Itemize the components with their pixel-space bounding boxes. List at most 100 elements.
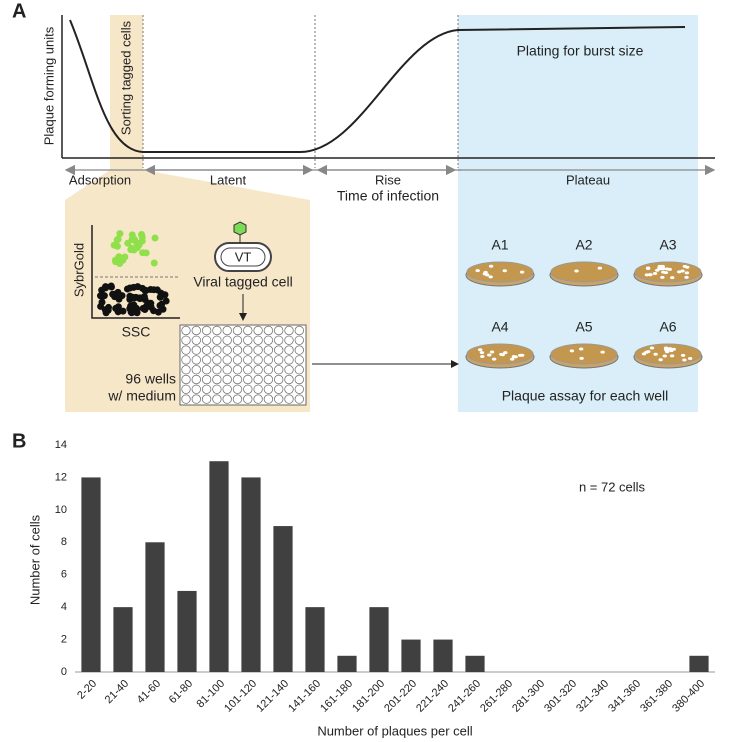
green-dot <box>128 231 136 239</box>
bar <box>81 477 101 672</box>
plaque <box>660 264 665 268</box>
panel-label: B <box>12 430 26 452</box>
plaque <box>680 353 686 357</box>
bar <box>241 477 261 672</box>
x-tick-label: 121-140 <box>254 678 291 715</box>
well <box>274 394 284 404</box>
well <box>294 325 305 336</box>
plaque <box>682 264 688 268</box>
bar <box>145 542 165 672</box>
growth-curve <box>69 19 686 153</box>
bar <box>305 607 325 672</box>
black-dot <box>142 287 150 295</box>
black-dot <box>109 290 117 298</box>
well <box>263 355 274 365</box>
well <box>253 384 263 395</box>
plaque <box>653 352 658 356</box>
well <box>243 355 253 365</box>
y-tick-label: 14 <box>55 439 67 451</box>
well <box>274 335 284 346</box>
plaque <box>682 358 687 362</box>
x-tick-label: 161-180 <box>318 678 355 715</box>
sort-y-label: SybrGold <box>71 243 86 297</box>
plaque <box>519 270 525 274</box>
well <box>274 365 284 375</box>
y-tick-label: 10 <box>55 504 67 516</box>
sort-dots <box>96 230 170 317</box>
well <box>294 355 305 365</box>
plaque <box>479 351 485 355</box>
x-tick-label: 41-60 <box>135 678 163 706</box>
well <box>284 394 294 404</box>
plaque <box>649 346 655 350</box>
black-dot <box>112 304 120 312</box>
plate-caption: w/ medium <box>107 388 176 404</box>
well <box>284 384 294 395</box>
plaque <box>491 357 497 361</box>
well <box>284 345 294 355</box>
plaque <box>578 347 584 351</box>
black-dot <box>114 292 122 300</box>
plaque <box>664 350 670 354</box>
well <box>212 355 222 365</box>
well <box>191 394 202 404</box>
plaque <box>676 270 682 274</box>
plate <box>550 343 618 365</box>
well <box>191 384 202 395</box>
black-dot <box>133 309 141 317</box>
well <box>284 374 294 385</box>
well <box>232 394 243 404</box>
x-tick-label: 241-260 <box>446 678 483 715</box>
plaque <box>499 352 504 356</box>
x-tick-label: 141-160 <box>286 678 323 715</box>
plaque <box>597 266 603 270</box>
black-dot <box>156 293 164 301</box>
well <box>181 365 191 375</box>
cell-caption: Viral tagged cell <box>193 274 292 290</box>
well <box>222 325 232 336</box>
well <box>274 384 284 395</box>
plaque <box>687 356 693 360</box>
well <box>274 345 284 355</box>
black-dot <box>162 297 170 305</box>
well <box>201 384 212 395</box>
y-tick-label: 0 <box>61 666 67 678</box>
green-dot <box>150 259 158 267</box>
well <box>201 355 212 365</box>
black-dot <box>126 284 134 292</box>
x-tick-label: 2-20 <box>75 678 99 702</box>
well <box>222 374 232 385</box>
plaque <box>645 267 651 271</box>
plate-label: A6 <box>659 319 676 335</box>
plate <box>550 261 618 283</box>
well <box>284 335 294 346</box>
x-tick-label: 201-220 <box>382 678 419 715</box>
plaque <box>667 267 672 271</box>
well <box>263 335 274 346</box>
plate-label: A5 <box>575 319 592 335</box>
plaque <box>600 350 605 354</box>
x-tick-label: 101-120 <box>222 678 259 715</box>
black-dot <box>100 292 108 300</box>
well <box>191 365 202 375</box>
x-tick-label: 380-400 <box>670 678 707 715</box>
well <box>232 345 243 355</box>
plaque <box>663 346 669 350</box>
y-axis-label: Number of cells <box>27 514 42 605</box>
well <box>201 325 212 336</box>
well <box>181 384 191 395</box>
plaque <box>488 264 494 268</box>
well <box>191 355 202 365</box>
phase-dividers <box>142 15 459 168</box>
well <box>191 335 202 346</box>
x-tick-label: 361-380 <box>638 678 675 715</box>
well <box>263 374 274 385</box>
phase-label: Adsorption <box>69 172 131 187</box>
y-axis-label: Plaque forming units <box>41 26 56 145</box>
x-tick-label: 261-280 <box>478 678 515 715</box>
bar <box>689 655 709 672</box>
well <box>201 394 212 404</box>
plaque <box>646 350 651 354</box>
x-tick-label: 181-200 <box>350 678 387 715</box>
